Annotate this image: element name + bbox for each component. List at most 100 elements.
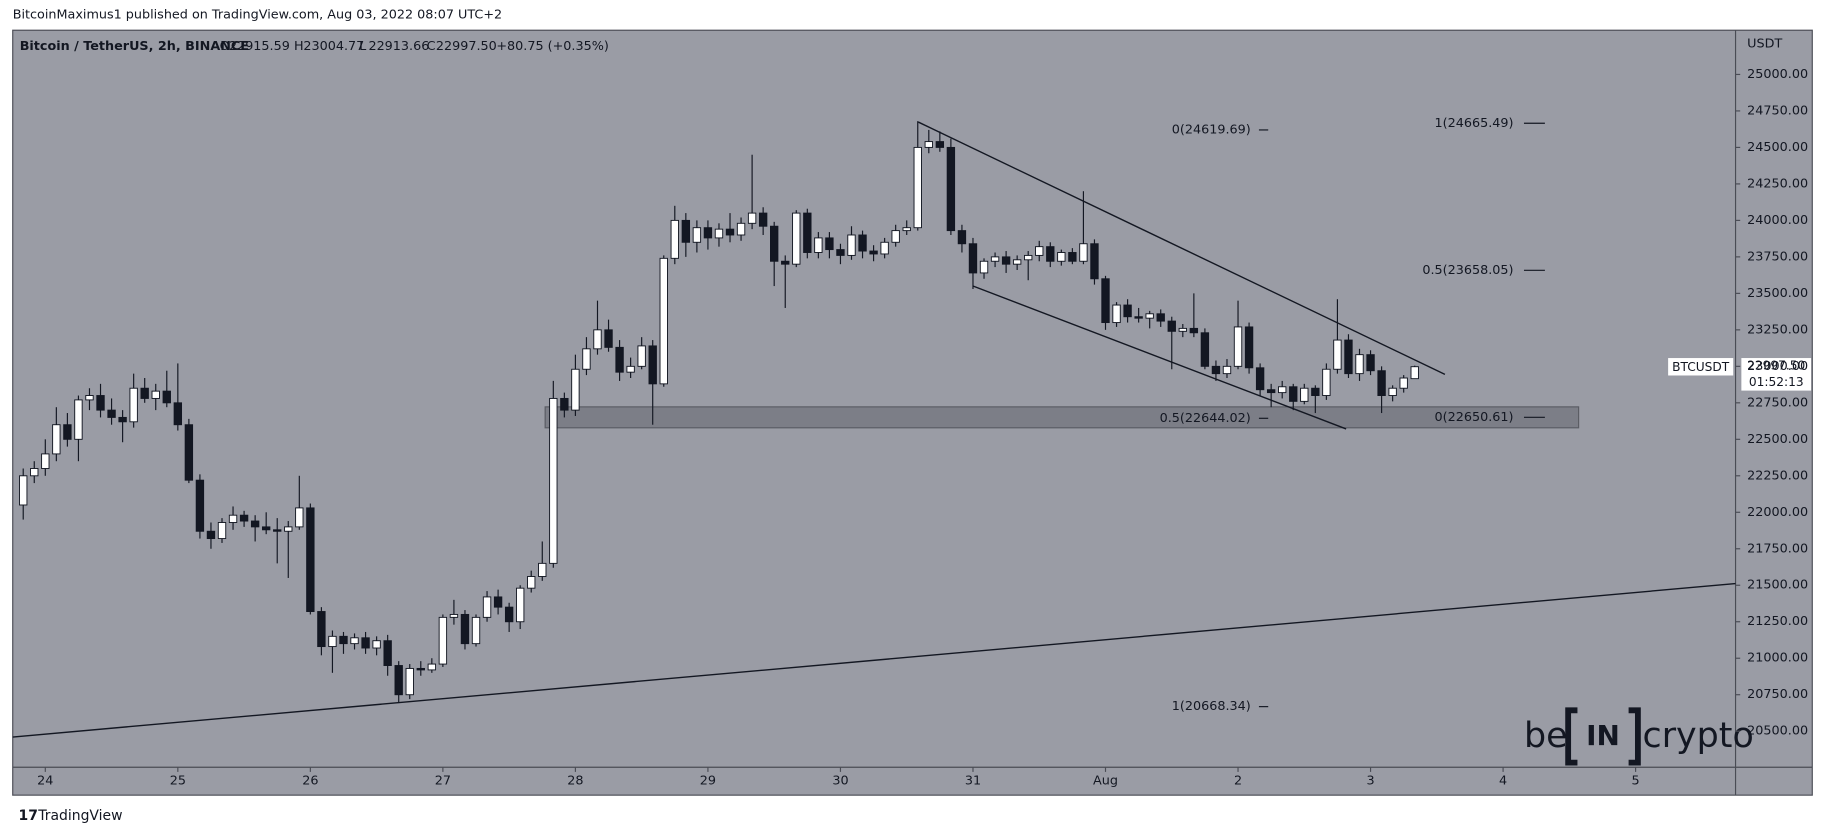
candle-body [217, 522, 227, 540]
candle-body [1145, 313, 1154, 319]
candle-body [869, 250, 878, 255]
candle-body [140, 387, 149, 399]
y-tick-label: 21500.00 [1747, 578, 1808, 593]
y-tick-label: 22750.00 [1747, 395, 1808, 410]
candle-body [1046, 246, 1055, 262]
x-tick-label: 5 [1632, 774, 1640, 789]
candle-body [350, 637, 359, 645]
candle-body [339, 635, 348, 645]
legend-key: L [359, 39, 367, 54]
symbol-tag-text: BTCUSDT [1672, 360, 1730, 374]
price-tag [1741, 358, 1812, 391]
candle-body [306, 507, 315, 612]
logo-brackets [1565, 707, 1641, 766]
candle-body [118, 416, 127, 423]
candle-body [1090, 243, 1099, 280]
x-tick-label: 25 [170, 774, 186, 789]
candle-body [538, 562, 547, 577]
candle-body [758, 212, 768, 227]
legend-value: 22997.50 [436, 39, 497, 54]
candle-body [814, 237, 823, 253]
candle-body [1178, 327, 1187, 332]
y-tick-label: 22500.00 [1747, 432, 1808, 447]
footer-brand: TradingView [37, 808, 122, 824]
candle-body [946, 146, 956, 232]
candle-body [1333, 339, 1342, 370]
y-tick-label: 23500.00 [1747, 286, 1808, 301]
channel-upper [918, 121, 1446, 375]
y-tick-label: 22250.00 [1747, 468, 1808, 483]
y-tick-label: 23750.00 [1747, 249, 1808, 264]
support-zone [544, 406, 1580, 429]
candle-body [659, 257, 668, 385]
x-tick-label: 30 [832, 774, 848, 789]
candle-body [1366, 354, 1375, 372]
candle-body [1344, 339, 1353, 375]
candle-body [250, 520, 260, 528]
candle-body [990, 256, 1000, 262]
candle-body [493, 596, 503, 608]
candle-body [1222, 365, 1232, 375]
y-tick-label: 25000.00 [1747, 67, 1808, 82]
long-trendline [12, 582, 1736, 738]
legend-value: 23004.77 [303, 39, 364, 54]
candle-body [725, 228, 735, 236]
candle-body [19, 475, 28, 506]
candle-body [1001, 256, 1011, 265]
candle-body [1255, 367, 1265, 391]
candle-body [1112, 304, 1121, 324]
candle-body [703, 227, 713, 239]
candle-body [527, 576, 536, 589]
candle-body [637, 345, 646, 367]
candle-body [924, 141, 933, 148]
candle-body [504, 606, 514, 623]
fib-label: 1(24665.49) [1435, 116, 1514, 131]
candle-body [736, 222, 746, 236]
y-tick-label: 24000.00 [1747, 213, 1808, 228]
candle-body [383, 640, 392, 666]
candle-body [1057, 252, 1066, 262]
candle-body [781, 260, 790, 265]
candle-body [195, 479, 205, 532]
chart-panel [12, 29, 1813, 796]
candle-body [1167, 320, 1176, 332]
footer-icon: 17 [19, 808, 38, 824]
y-tick-label: 21750.00 [1747, 541, 1808, 556]
candle-body [1211, 365, 1221, 375]
candle-body [107, 409, 116, 418]
x-tick-label: 24 [37, 774, 53, 789]
price-tag-text: 22997.50 [1747, 359, 1805, 373]
candle-body [836, 249, 845, 256]
y-tick-label: 23250.00 [1747, 322, 1808, 337]
candle-body [913, 146, 922, 229]
legend-change: +80.75 (+0.35%) [496, 39, 609, 54]
fib-label: 1(20668.34) [1172, 699, 1251, 714]
candle-body [427, 663, 437, 671]
candle-body [1012, 259, 1022, 265]
logo-be: be [1524, 716, 1568, 756]
candle-body [1189, 327, 1199, 334]
candle-body [273, 529, 282, 532]
candle-body [63, 424, 72, 440]
candle-body [449, 613, 459, 618]
candle-body [1024, 254, 1033, 261]
legend-key: H [294, 39, 304, 54]
candle-body [714, 228, 724, 239]
candle-body [626, 365, 635, 373]
candle-body [129, 387, 138, 423]
candle-body [792, 212, 801, 265]
candle-body [317, 611, 326, 648]
x-tick-label: 27 [435, 774, 451, 789]
candle-body [52, 424, 61, 455]
y-tick-label: 22000.00 [1747, 505, 1808, 520]
candle-body [1410, 366, 1419, 380]
candle-body [648, 345, 657, 385]
candle-body [1278, 386, 1287, 394]
candle-body [328, 635, 337, 648]
legend-key: C [427, 39, 436, 54]
x-tick-label: 26 [302, 774, 318, 789]
candle-body [482, 596, 492, 618]
candle-body [604, 329, 613, 348]
